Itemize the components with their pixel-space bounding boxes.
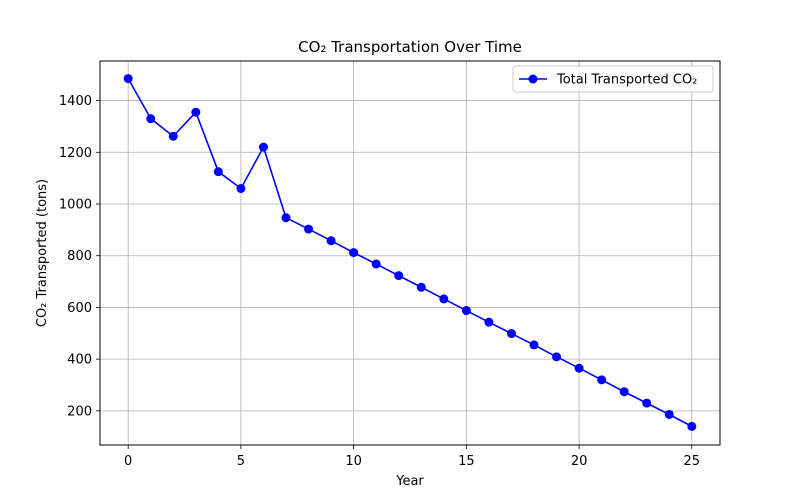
data-point: [574, 363, 584, 373]
data-point: [258, 142, 268, 152]
y-tick-label: 1000: [59, 197, 92, 212]
x-tick-label: 15: [458, 454, 475, 469]
chart-title: CO₂ Transportation Over Time: [298, 38, 522, 56]
x-tick-label: 10: [345, 454, 362, 469]
data-point: [123, 74, 133, 84]
data-point: [146, 114, 156, 124]
legend-box: [512, 65, 714, 93]
data-point: [439, 294, 449, 304]
legend-label: Total Transported CO₂: [556, 73, 697, 88]
axes: [99, 60, 721, 446]
y-tick-label: 200: [67, 404, 92, 419]
data-point: [619, 387, 629, 397]
data-point: [394, 271, 404, 281]
data-point: [349, 248, 359, 258]
y-tick-label: 400: [67, 353, 92, 368]
data-point: [326, 236, 336, 246]
data-point: [642, 398, 652, 408]
data-point: [529, 340, 539, 350]
data-point: [191, 107, 201, 117]
y-tick-label: 1400: [59, 94, 92, 109]
x-tick-label: 0: [124, 454, 132, 469]
data-point: [687, 421, 697, 431]
data-point: [236, 183, 246, 193]
y-tick-label: 1200: [59, 146, 92, 161]
legend-marker: [528, 74, 538, 84]
data-point: [304, 224, 314, 234]
data-point: [371, 259, 381, 269]
data-point: [461, 306, 471, 316]
data-point: [281, 213, 291, 223]
data-point: [664, 409, 674, 419]
data-point: [597, 375, 607, 385]
x-axis-label: Year: [395, 474, 424, 489]
data-point: [506, 329, 516, 339]
y-tick-label: 600: [67, 301, 92, 316]
data-point: [213, 167, 223, 177]
data-point: [484, 317, 494, 327]
ticks: 0 5 10 15 20 25 200 400 600 800 1000 1200 1400: [59, 94, 700, 469]
y-tick-label: 800: [67, 249, 92, 264]
x-tick-label: 25: [684, 454, 701, 469]
legend: Total Transported CO₂: [512, 65, 714, 93]
x-tick-label: 20: [571, 454, 588, 469]
data-point: [416, 282, 426, 292]
series: [123, 74, 697, 431]
data-point: [168, 131, 178, 141]
x-tick-label: 5: [237, 454, 245, 469]
data-point: [552, 352, 562, 362]
plot-frame: [99, 60, 721, 446]
y-axis-label: CO₂ Transported (tons): [35, 179, 50, 327]
